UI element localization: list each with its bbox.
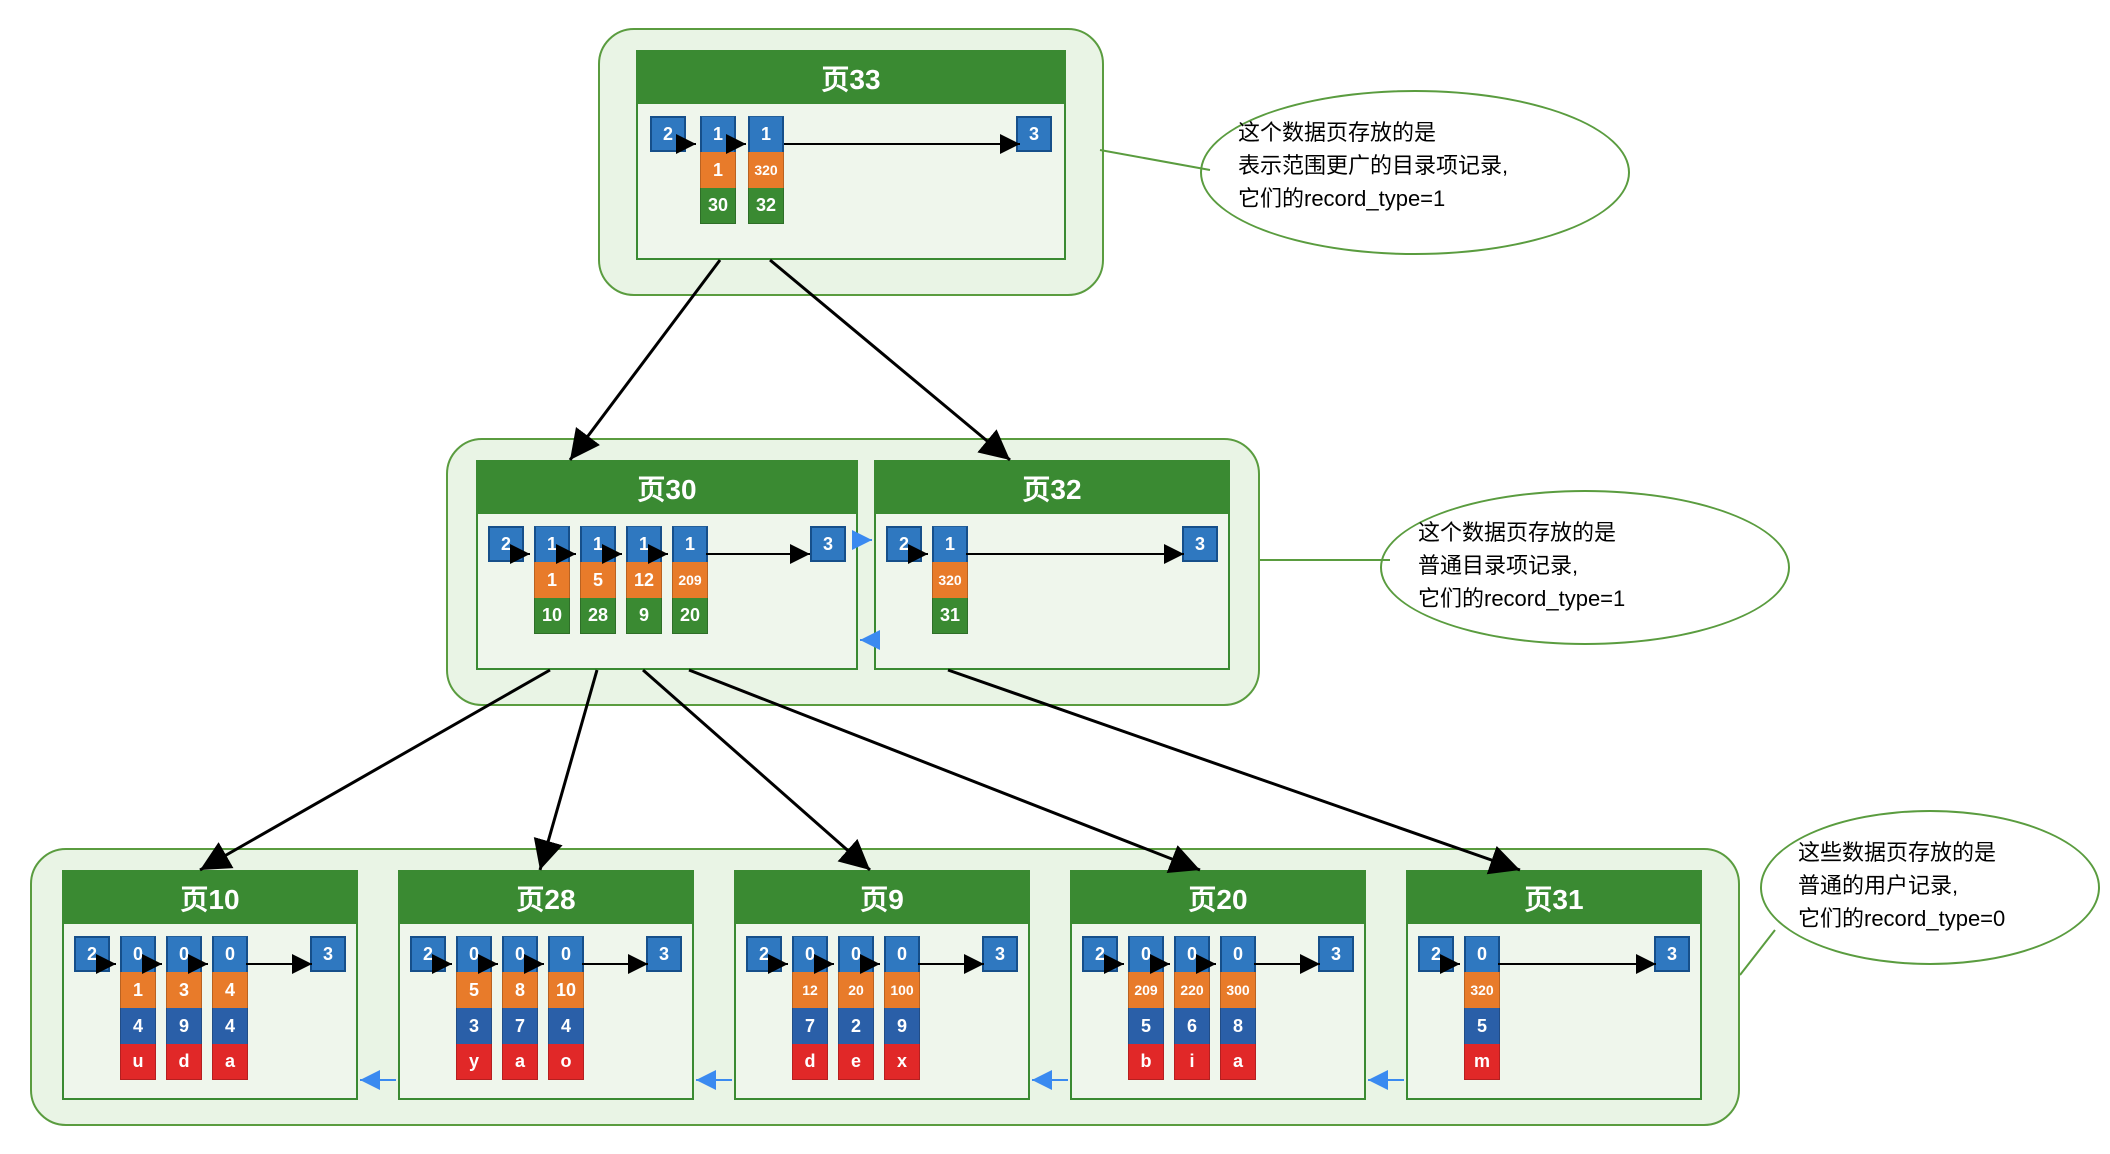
record-1: 0 20 2 e: [838, 936, 874, 1080]
callout-line: 表示范围更广的目录项记录,: [1238, 149, 1592, 182]
page-title: 页32: [876, 462, 1228, 514]
infimum-cell: 2: [74, 936, 110, 972]
supremum-cell: 3: [310, 936, 346, 972]
page-30: 页30 2 1 1 10 1 5 28 1 12 9 1 209 20: [476, 460, 858, 670]
record-0: 1 1 10: [534, 526, 570, 634]
supremum-cell: 3: [1318, 936, 1354, 972]
rec-type: 1: [748, 116, 784, 152]
infimum-cell: 2: [1082, 936, 1118, 972]
page-title: 页20: [1072, 872, 1364, 924]
rec-type: 1: [700, 116, 736, 152]
infimum-cell: 2: [410, 936, 446, 972]
page-10: 页10 2 0 1 4 u 0 3 9 d 0 4 4 a 3: [62, 870, 358, 1100]
record-2: 1 12 9: [626, 526, 662, 634]
callout-mid: 这个数据页存放的是 普通目录项记录, 它们的record_type=1: [1380, 490, 1790, 645]
record-2: 0 10 4 o: [548, 936, 584, 1080]
record-0: 0 1 4 u: [120, 936, 156, 1080]
record-0: 0 5 3 y: [456, 936, 492, 1080]
callout-root: 这个数据页存放的是 表示范围更广的目录项记录, 它们的record_type=1: [1200, 90, 1630, 255]
page-title: 页31: [1408, 872, 1700, 924]
record-1: 0 220 6 i: [1174, 936, 1210, 1080]
record-2: 0 4 4 a: [212, 936, 248, 1080]
callout-line: 普通的用户记录,: [1798, 869, 2062, 902]
rec-ptr: 32: [748, 188, 784, 224]
page-title: 页30: [478, 462, 856, 514]
callout-line: 它们的record_type=1: [1238, 182, 1592, 215]
record-0: 0 209 5 b: [1128, 936, 1164, 1080]
page-title: 页10: [64, 872, 356, 924]
supremum-cell: 3: [982, 936, 1018, 972]
infimum-cell: 2: [650, 116, 686, 152]
callout-line: 这个数据页存放的是: [1418, 516, 1752, 549]
page-33: 页33 2 1 1 30 1 320 32 3: [636, 50, 1066, 260]
infimum-cell: 2: [886, 526, 922, 562]
page-28: 页28 2 0 5 3 y 0 8 7 a 0 10 4 o 3: [398, 870, 694, 1100]
supremum-cell: 3: [1016, 116, 1052, 152]
rec-ptr: 30: [700, 188, 736, 224]
page-32: 页32 2 1 320 31 3: [874, 460, 1230, 670]
record-2: 0 100 9 x: [884, 936, 920, 1080]
supremum-cell: 3: [646, 936, 682, 972]
record-1: 1 320 32: [748, 116, 784, 224]
page-9: 页9 2 0 12 7 d 0 20 2 e 0 100 9 x 3: [734, 870, 1030, 1100]
record-1: 0 3 9 d: [166, 936, 202, 1080]
rec-key: 320: [748, 152, 784, 188]
record-0: 1 320 31: [932, 526, 968, 634]
callout-line: 它们的record_type=1: [1418, 582, 1752, 615]
callout-line: 这些数据页存放的是: [1798, 836, 2062, 869]
supremum-cell: 3: [1182, 526, 1218, 562]
callout-line: 这个数据页存放的是: [1238, 116, 1592, 149]
record-1: 0 8 7 a: [502, 936, 538, 1080]
rec-key: 1: [700, 152, 736, 188]
supremum-cell: 3: [1654, 936, 1690, 972]
callout-line: 它们的record_type=0: [1798, 902, 2062, 935]
infimum-cell: 2: [488, 526, 524, 562]
record-1: 1 5 28: [580, 526, 616, 634]
supremum-cell: 3: [810, 526, 846, 562]
callout-leaf: 这些数据页存放的是 普通的用户记录, 它们的record_type=0: [1760, 810, 2100, 965]
page-title: 页33: [638, 52, 1064, 104]
record-0: 1 1 30: [700, 116, 736, 224]
callout-line: 普通目录项记录,: [1418, 549, 1752, 582]
infimum-cell: 2: [1418, 936, 1454, 972]
page-31: 页31 2 0 320 5 m 3: [1406, 870, 1702, 1100]
page-20: 页20 2 0 209 5 b 0 220 6 i 0 300 8 a 3: [1070, 870, 1366, 1100]
page-title: 页9: [736, 872, 1028, 924]
infimum-cell: 2: [746, 936, 782, 972]
record-3: 1 209 20: [672, 526, 708, 634]
page-title: 页28: [400, 872, 692, 924]
record-2: 0 300 8 a: [1220, 936, 1256, 1080]
record-0: 0 12 7 d: [792, 936, 828, 1080]
record-0: 0 320 5 m: [1464, 936, 1500, 1080]
